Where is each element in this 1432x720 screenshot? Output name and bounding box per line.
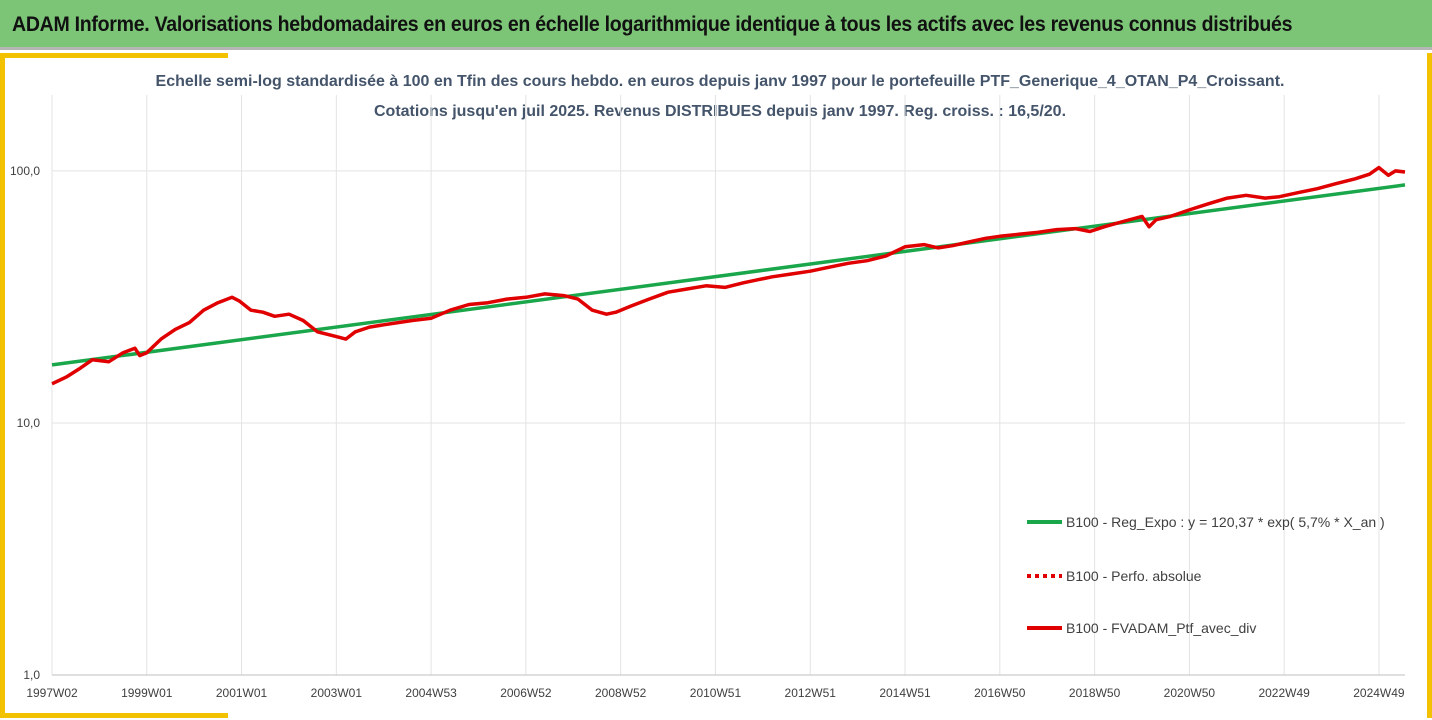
accent-bar-top [0,53,228,58]
accent-bar-right [1427,53,1432,718]
legend-label-2: B100 - FVADAM_Ptf_avec_div [1066,620,1256,636]
chart-title-line2: Cotations jusqu'en juil 2025. Revenus DI… [374,103,1066,120]
legend-label-1: B100 - Perfo. absolue [1066,568,1202,584]
x-axis-ticks: 1997W02 1999W01 2001W01 2003W01 2004W53 2006W… [26,686,1405,700]
series-line-2 [51,165,1406,386]
x-tick-label: 1997W02 [26,686,78,700]
page-title: ADAM Informe. Valorisations hebdomadaire… [12,13,1293,36]
x-tick-label: 2010W51 [690,686,742,700]
x-tick-label: 2020W50 [1164,686,1216,700]
x-tick-label: 2006W52 [500,686,552,700]
legend-label-0: B100 - Reg_Expo : y = 120,37 * exp( 5,7%… [1066,514,1385,530]
header-bar: ADAM Informe. Valorisations hebdomadaire… [0,0,1432,50]
x-tick-label: 2016W50 [974,686,1026,700]
accent-bar-bottom [0,713,228,718]
x-tick-label: 2003W01 [311,686,363,700]
grid [51,95,1405,676]
x-tick-label: 2014W51 [879,686,931,700]
x-tick-label: 1999W01 [121,686,173,700]
x-tick-label: 2008W52 [595,686,647,700]
x-tick-label: 2018W50 [1069,686,1121,700]
x-tick-label: 2022W49 [1258,686,1310,700]
x-tick-label: 2024W49 [1353,686,1405,700]
accent-bar-left [0,53,5,718]
y-tick-label: 100,0 [10,164,40,178]
x-tick-label: 2004W53 [405,686,457,700]
legend: B100 - Reg_Expo : y = 120,37 * exp( 5,7%… [1027,514,1385,636]
y-axis-ticks: 1,0 10,0 100,0 [10,164,40,682]
x-tick-label: 2012W51 [785,686,837,700]
y-tick-label: 1,0 [23,668,40,682]
series-line-0 [51,183,1406,367]
series-group [51,165,1406,386]
y-tick-label: 10,0 [17,416,41,430]
chart-title-line1: Echelle semi-log standardisée à 100 en T… [156,73,1285,90]
x-tick-label: 2001W01 [216,686,268,700]
